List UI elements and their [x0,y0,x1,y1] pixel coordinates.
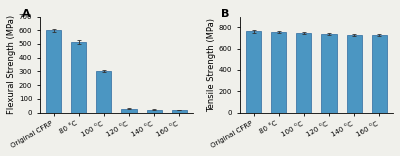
Bar [322,34,336,113]
Text: B: B [222,9,230,19]
Bar [46,30,61,113]
Bar [372,35,387,113]
Bar [246,32,261,113]
Bar [296,33,312,113]
Bar [71,42,86,113]
Y-axis label: Tensile Strength (MPa): Tensile Strength (MPa) [207,18,216,112]
Y-axis label: Flexural Strength (MPa): Flexural Strength (MPa) [7,15,16,114]
Bar [346,35,362,113]
Bar [271,32,286,113]
Bar [172,110,187,113]
Bar [146,110,162,113]
Bar [122,109,136,113]
Text: A: A [22,9,30,19]
Bar [96,71,112,113]
